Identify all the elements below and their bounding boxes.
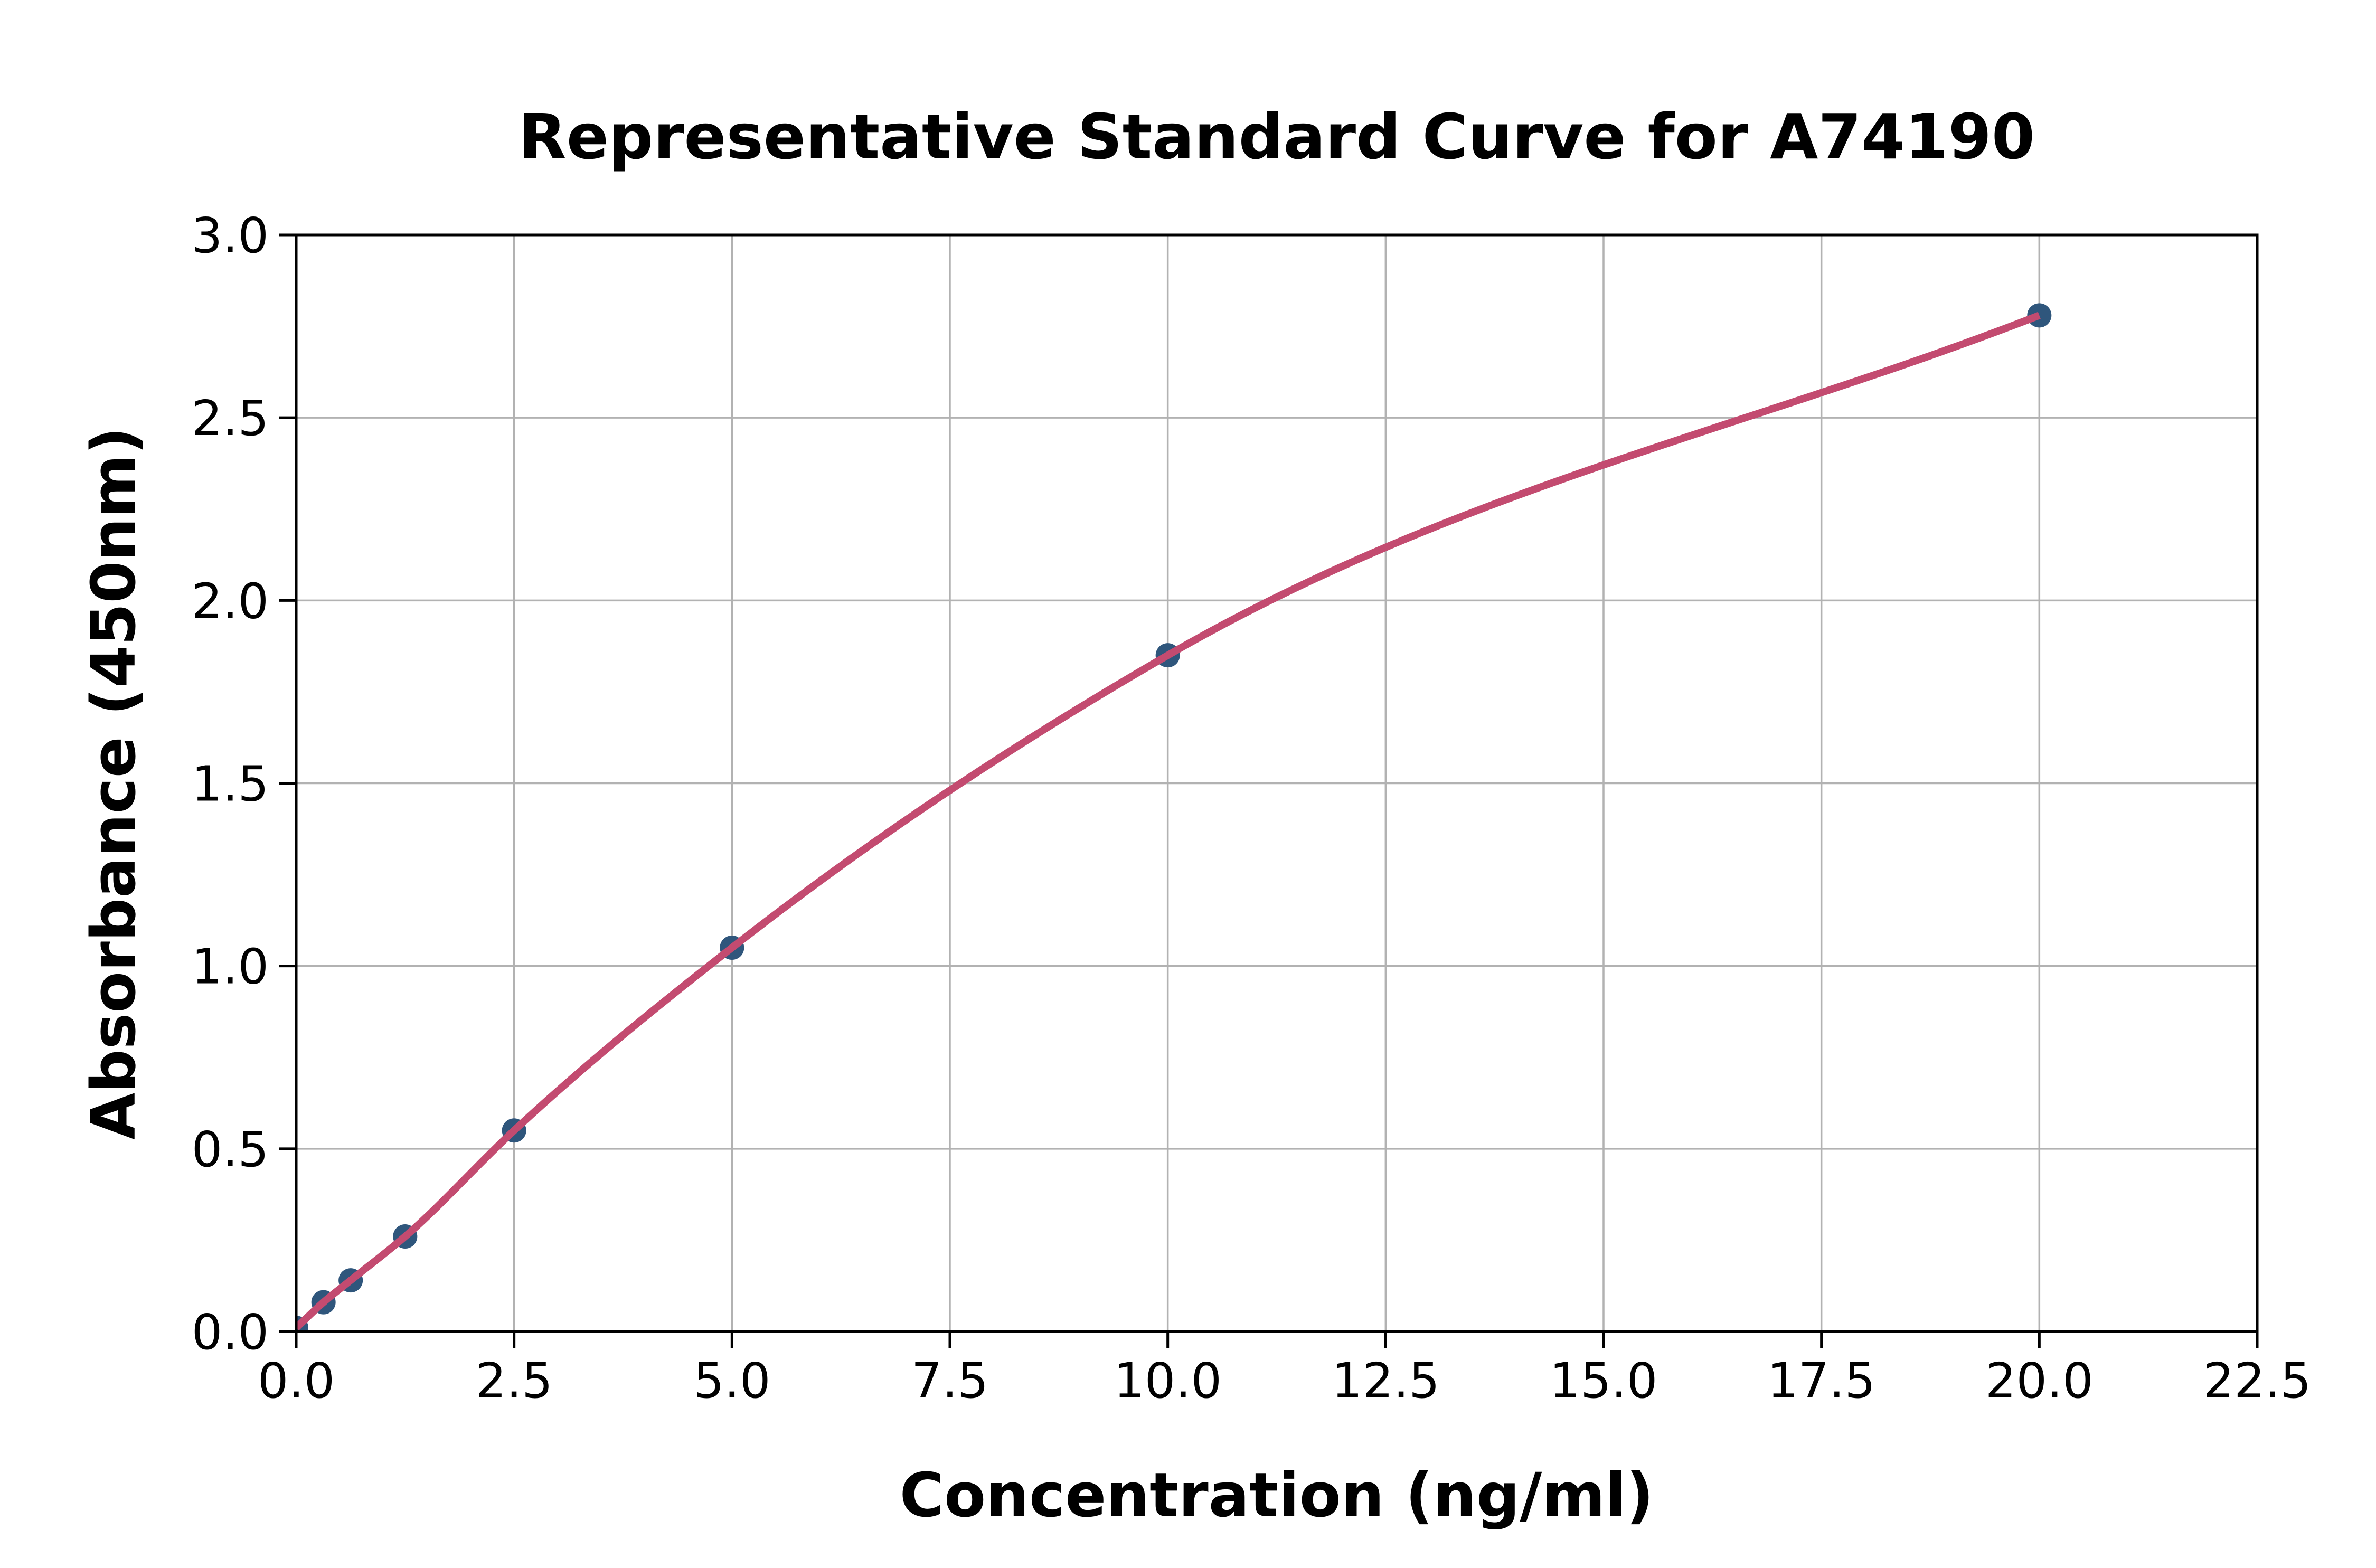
y-tick-label: 1.0 [192, 939, 269, 995]
x-tick-label: 20.0 [1985, 1353, 2094, 1409]
x-axis-label: Concentration (ng/ml) [900, 1460, 1654, 1531]
x-tick-label: 15.0 [1550, 1353, 1658, 1409]
y-tick-label: 1.5 [192, 756, 269, 813]
fit-curve [296, 311, 2041, 1331]
x-tick-labels: 0.0 2.5 5.0 7.5 10.0 12.5 15.0 17.5 20.0 22.5 [258, 1353, 2312, 1409]
chart-title: Representative Standard Curve for A74190 [518, 100, 2035, 173]
x-tick-label: 2.5 [476, 1353, 553, 1409]
x-tick-label: 10.0 [1114, 1353, 1222, 1409]
y-axis-label: Absorbance (450nm) [79, 427, 149, 1139]
y-tick-label: 0.0 [192, 1304, 269, 1361]
tick-marks-layer [279, 233, 2259, 1348]
x-tick-label: 22.5 [2203, 1353, 2312, 1409]
x-tick-label: 5.0 [693, 1353, 770, 1409]
y-tick-label: 2.0 [192, 573, 269, 629]
x-tick-label: 12.5 [1332, 1353, 1440, 1409]
x-tick-label: 0.0 [258, 1353, 335, 1409]
plot-layer [296, 303, 2052, 1331]
x-tick-label: 7.5 [911, 1353, 988, 1409]
y-tick-labels: 0.0 0.5 1.0 1.5 2.0 2.5 3.0 [192, 207, 269, 1361]
y-tick-label: 0.5 [192, 1121, 269, 1178]
y-tick-label: 2.5 [192, 390, 269, 447]
grid-layer [296, 235, 2257, 1331]
x-tick-label: 17.5 [1767, 1353, 1875, 1409]
y-tick-label: 3.0 [192, 207, 269, 264]
